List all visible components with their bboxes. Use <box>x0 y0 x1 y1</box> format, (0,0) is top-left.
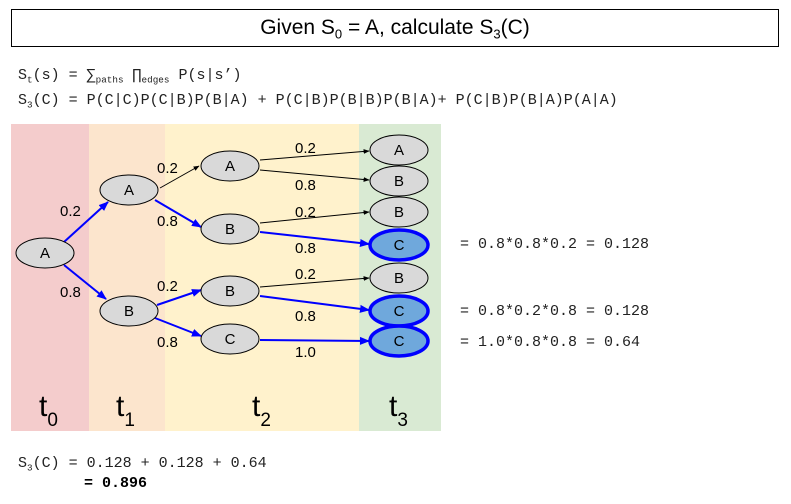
band-t1 <box>89 124 165 431</box>
edge-label-t1A-t2A: 0.2 <box>157 160 178 177</box>
path-result-3: = 1.0*0.8*0.8 = 0.64 <box>460 334 641 351</box>
edge-t2Bb-t3B <box>259 276 370 288</box>
edge-t1A-t2B <box>154 199 202 228</box>
node-t3-B-2: B <box>369 196 429 228</box>
edge-label-t2Bb-t3C: 0.8 <box>295 308 316 325</box>
node-t3-A: A <box>369 134 429 166</box>
edge-label-t2C-t3C: 1.0 <box>295 344 316 361</box>
edge-t0A-t1A <box>63 201 109 243</box>
band-t0 <box>11 124 89 431</box>
edge-label-t2A-t3B: 0.8 <box>295 177 316 194</box>
timestep-label-t2: t2 <box>252 390 271 431</box>
edge-label-t1B-t2B: 0.2 <box>157 278 178 295</box>
timestep-label-t0: t0 <box>39 390 58 431</box>
path-result-1: = 0.8*0.8*0.2 = 0.128 <box>460 236 650 253</box>
edge-label-t0A-t1A: 0.2 <box>60 203 81 220</box>
svg-text:C: C <box>225 331 236 348</box>
svg-text:B: B <box>225 283 235 300</box>
node-t3-C-highlight-3: C <box>368 324 430 358</box>
node-t1-B: B <box>99 295 159 327</box>
node-t1-A: A <box>99 174 159 206</box>
edge-t1A-t2A <box>159 165 200 189</box>
edge-t0A-t1B <box>63 264 107 300</box>
timestep-label-t1: t1 <box>116 390 135 431</box>
svg-text:B: B <box>225 221 235 238</box>
svg-text:B: B <box>394 270 404 287</box>
node-t3-B-1: B <box>369 165 429 197</box>
edge-label-t0A-t1B: 0.8 <box>60 284 81 301</box>
edge-label-t2B-t3B: 0.2 <box>295 204 316 221</box>
formula-general: St(s) = ∑paths ∏edges P(s|s’) <box>18 67 242 86</box>
edge-t1B-t2B <box>156 289 202 306</box>
svg-text:C: C <box>394 333 405 350</box>
svg-text:B: B <box>394 173 404 190</box>
node-t2-A: A <box>200 150 260 182</box>
edge-t1B-t2C <box>154 317 202 337</box>
edge-t2A-t3A <box>259 149 370 161</box>
svg-text:C: C <box>394 303 405 320</box>
total-sum-line: S3(C) = 0.128 + 0.128 + 0.64 <box>18 455 267 474</box>
node-t0-A: A <box>15 237 75 269</box>
edge-t2Bb-t3C <box>259 295 370 313</box>
path-result-2: = 0.8*0.2*0.8 = 0.128 <box>460 303 650 320</box>
edge-label-t2B-t3C: 0.8 <box>295 240 316 257</box>
svg-text:A: A <box>225 158 235 175</box>
edge-label-t2A-t3A: 0.2 <box>295 140 316 157</box>
svg-text:A: A <box>40 245 50 262</box>
edge-label-t1A-t2B: 0.8 <box>157 213 178 230</box>
svg-text:A: A <box>124 182 134 199</box>
node-t3-C-highlight-1: C <box>368 228 430 262</box>
title-box: Given S0 = A, calculate S3(C) <box>11 9 779 47</box>
svg-text:B: B <box>394 204 404 221</box>
edge-t2B-t3B <box>259 210 370 224</box>
total-result: = 0.896 <box>84 475 148 492</box>
edge-t2C-t3C <box>259 336 370 345</box>
svg-text:A: A <box>394 142 404 159</box>
timestep-label-t3: t3 <box>389 390 408 431</box>
edge-t2B-t3C <box>259 231 370 247</box>
svg-text:B: B <box>124 303 134 320</box>
node-t2-B-top: B <box>200 213 260 245</box>
formula-s3c: S3(C) = P(C|C)P(C|B)P(B|A) + P(C|B)P(B|B… <box>18 92 618 111</box>
edge-t2A-t3B <box>259 169 370 182</box>
node-t2-B-bottom: B <box>200 275 260 307</box>
edge-label-t1B-t2C: 0.8 <box>157 334 178 351</box>
node-t2-C: C <box>200 323 260 355</box>
band-t2 <box>165 124 359 431</box>
title-text: Given S0 = A, calculate S3(C) <box>260 16 530 42</box>
edge-label-t2Bb-t3B: 0.2 <box>295 266 316 283</box>
node-t3-C-highlight-2: C <box>368 294 430 328</box>
svg-text:C: C <box>394 237 405 254</box>
node-t3-B-3: B <box>369 262 429 294</box>
